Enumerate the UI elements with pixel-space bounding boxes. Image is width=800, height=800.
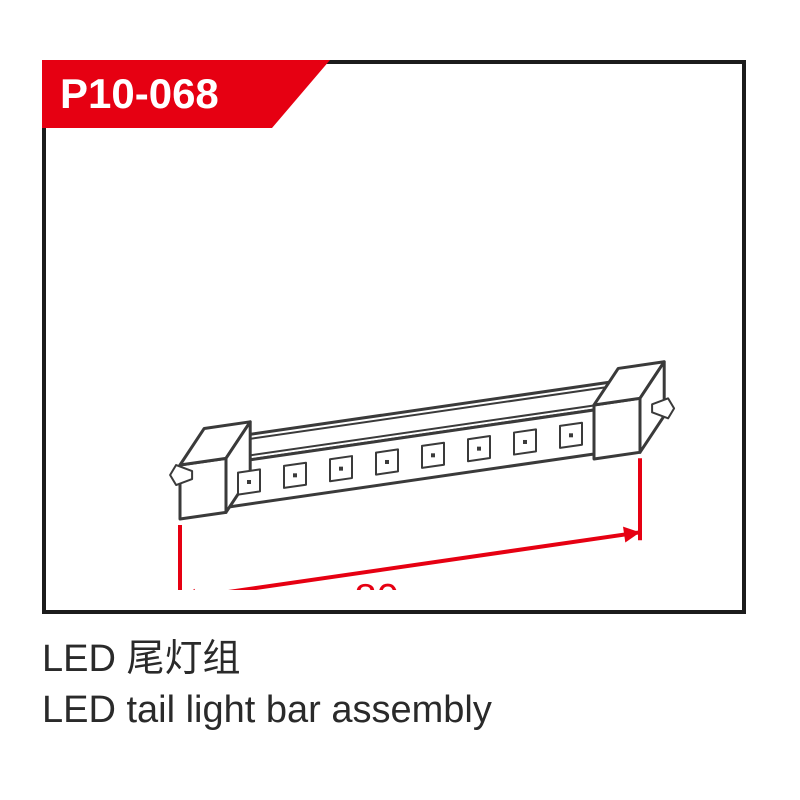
caption-line-1: LED 尾灯组 (42, 634, 492, 685)
product-diagram-svg: 80mm (60, 150, 730, 590)
product-diagram: 80mm (60, 150, 730, 590)
part-number-tab: P10-068 (42, 60, 330, 128)
caption-line-2: LED tail light bar assembly (42, 685, 492, 736)
product-caption: LED 尾灯组 LED tail light bar assembly (42, 634, 492, 737)
dimension-label: 80mm (354, 577, 465, 590)
page-root: P10-068 80mm LED 尾灯组 LED tail light bar … (0, 0, 800, 800)
part-number-label: P10-068 (60, 70, 219, 118)
